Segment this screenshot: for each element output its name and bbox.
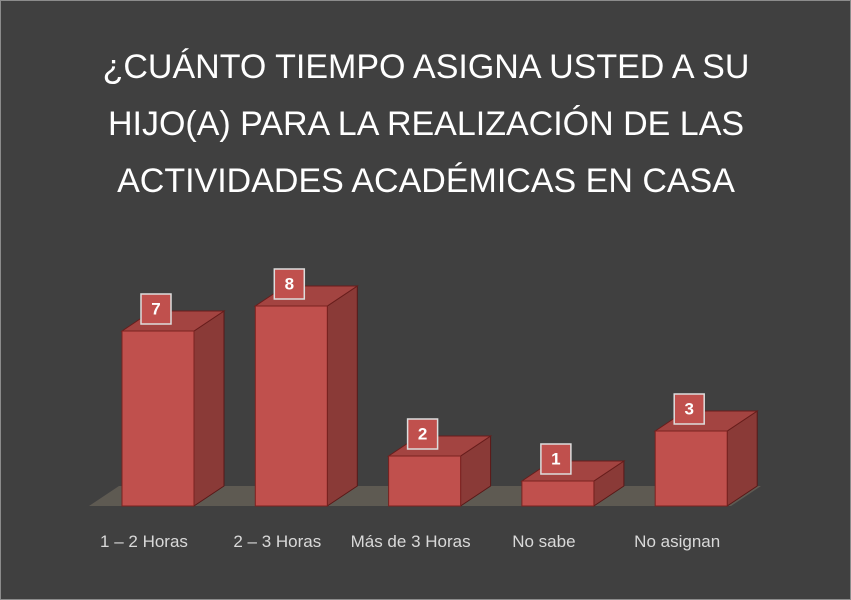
bar-front bbox=[254, 305, 328, 507]
data-label-box bbox=[273, 268, 306, 300]
x-tick-label: No sabe bbox=[512, 532, 576, 551]
bar-front bbox=[654, 430, 728, 507]
bar-front bbox=[521, 480, 595, 507]
data-label: 3 bbox=[684, 399, 693, 418]
data-label-box bbox=[140, 293, 172, 325]
data-label: 2 bbox=[418, 424, 427, 443]
bar bbox=[120, 310, 226, 507]
x-tick-label: No asignan bbox=[634, 532, 721, 551]
data-label: 8 bbox=[285, 274, 294, 293]
bar bbox=[253, 285, 359, 507]
x-tick-label: 2 – 3 Horas bbox=[233, 532, 322, 551]
bar-side bbox=[326, 285, 358, 507]
chart-title: ¿CUÁNTO TIEMPO ASIGNA USTED A SU HIJO(A)… bbox=[102, 48, 763, 200]
bar bbox=[386, 435, 493, 507]
bar-front bbox=[121, 330, 195, 507]
bar-side bbox=[193, 310, 225, 507]
data-label: 7 bbox=[151, 299, 160, 318]
data-label: 1 bbox=[551, 449, 560, 468]
bar bbox=[653, 410, 759, 507]
bar-front bbox=[388, 455, 462, 507]
data-label-box bbox=[673, 393, 705, 425]
data-label-box bbox=[406, 418, 439, 450]
data-label-box bbox=[540, 443, 572, 475]
x-tick-label: 1 – 2 Horas bbox=[100, 532, 188, 551]
x-tick-label: Más de 3 Horas bbox=[350, 532, 471, 551]
